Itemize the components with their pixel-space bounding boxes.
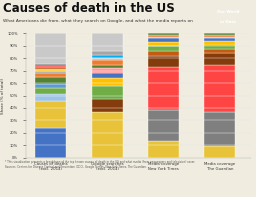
Text: * This visualization presents a breakdown of the top known causes of death in th: * This visualization presents a breakdow… [5, 160, 195, 168]
Bar [148, 38, 179, 42]
Bar [35, 84, 67, 88]
Bar [92, 86, 123, 99]
Bar [35, 67, 67, 69]
Bar [35, 71, 67, 73]
Bar [204, 37, 236, 38]
Bar [204, 53, 236, 65]
Text: Our World: Our World [217, 10, 239, 14]
Bar [35, 77, 67, 84]
Bar [35, 94, 67, 100]
Bar [35, 69, 67, 71]
Bar [204, 65, 236, 112]
Bar [92, 58, 123, 60]
Bar [92, 78, 123, 86]
Bar [92, 72, 123, 78]
Bar [35, 128, 67, 158]
Bar [148, 67, 179, 111]
Bar [35, 33, 67, 63]
Bar [92, 99, 123, 112]
Bar [35, 73, 67, 77]
Bar [204, 35, 236, 37]
Text: What Americans die from, what they search on Google, and what the media reports : What Americans die from, what they searc… [3, 19, 193, 22]
Bar [204, 146, 236, 158]
Bar [204, 45, 236, 49]
Bar [204, 112, 236, 146]
Bar [148, 37, 179, 38]
Text: in Data: in Data [220, 20, 236, 24]
Bar [204, 41, 236, 45]
Bar [92, 60, 123, 65]
Bar [35, 88, 67, 94]
Bar [35, 63, 67, 66]
Bar [204, 38, 236, 41]
Bar [92, 51, 123, 55]
Bar [148, 56, 179, 67]
Bar [35, 100, 67, 128]
Bar [148, 33, 179, 35]
Bar [92, 68, 123, 72]
Bar [204, 33, 236, 35]
Bar [92, 112, 123, 158]
Bar [92, 55, 123, 58]
Bar [92, 33, 123, 51]
Bar [148, 46, 179, 51]
Bar [148, 111, 179, 141]
Bar [148, 51, 179, 56]
Bar [148, 141, 179, 158]
Bar [204, 49, 236, 53]
Bar [148, 42, 179, 46]
Bar [148, 35, 179, 37]
Bar [35, 66, 67, 67]
Y-axis label: Share (% of total): Share (% of total) [1, 77, 5, 114]
Text: Causes of death in the US: Causes of death in the US [3, 2, 174, 15]
Bar [92, 65, 123, 68]
